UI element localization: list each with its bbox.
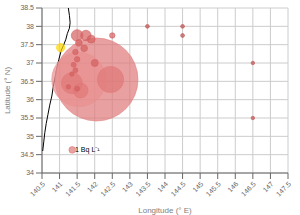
svg-text:143: 143 xyxy=(121,180,134,193)
svg-text:34.5: 34.5 xyxy=(20,151,34,158)
svg-text:141.5: 141.5 xyxy=(64,180,81,197)
svg-text:147: 147 xyxy=(261,180,274,193)
svg-text:140.5: 140.5 xyxy=(29,180,46,197)
svg-text:36: 36 xyxy=(26,96,34,103)
svg-text:Longitude (° E): Longitude (° E) xyxy=(138,206,192,215)
svg-text:144.5: 144.5 xyxy=(169,180,186,197)
svg-text:Latitude (° N): Latitude (° N) xyxy=(8,67,12,115)
svg-text:143.5: 143.5 xyxy=(134,180,151,197)
svg-text:38: 38 xyxy=(26,23,34,30)
svg-text:36.5: 36.5 xyxy=(20,78,34,85)
svg-text:142.5: 142.5 xyxy=(99,180,116,197)
svg-text:144: 144 xyxy=(156,180,169,193)
svg-text:37.5: 37.5 xyxy=(20,41,34,48)
svg-text:38.5: 38.5 xyxy=(20,4,34,11)
svg-text:35: 35 xyxy=(26,133,34,140)
svg-text:145.5: 145.5 xyxy=(205,180,222,197)
svg-text:35.5: 35.5 xyxy=(20,114,34,121)
svg-text:147.5: 147.5 xyxy=(275,180,292,197)
svg-text:142: 142 xyxy=(86,180,99,193)
svg-text:145: 145 xyxy=(191,180,204,193)
svg-text:1 Bq L⁻¹: 1 Bq L⁻¹ xyxy=(75,146,100,154)
svg-text:37: 37 xyxy=(26,59,34,66)
svg-text:141: 141 xyxy=(51,180,64,193)
svg-text:146: 146 xyxy=(226,180,239,193)
svg-text:146.5: 146.5 xyxy=(240,180,257,197)
svg-text:34: 34 xyxy=(26,169,34,176)
